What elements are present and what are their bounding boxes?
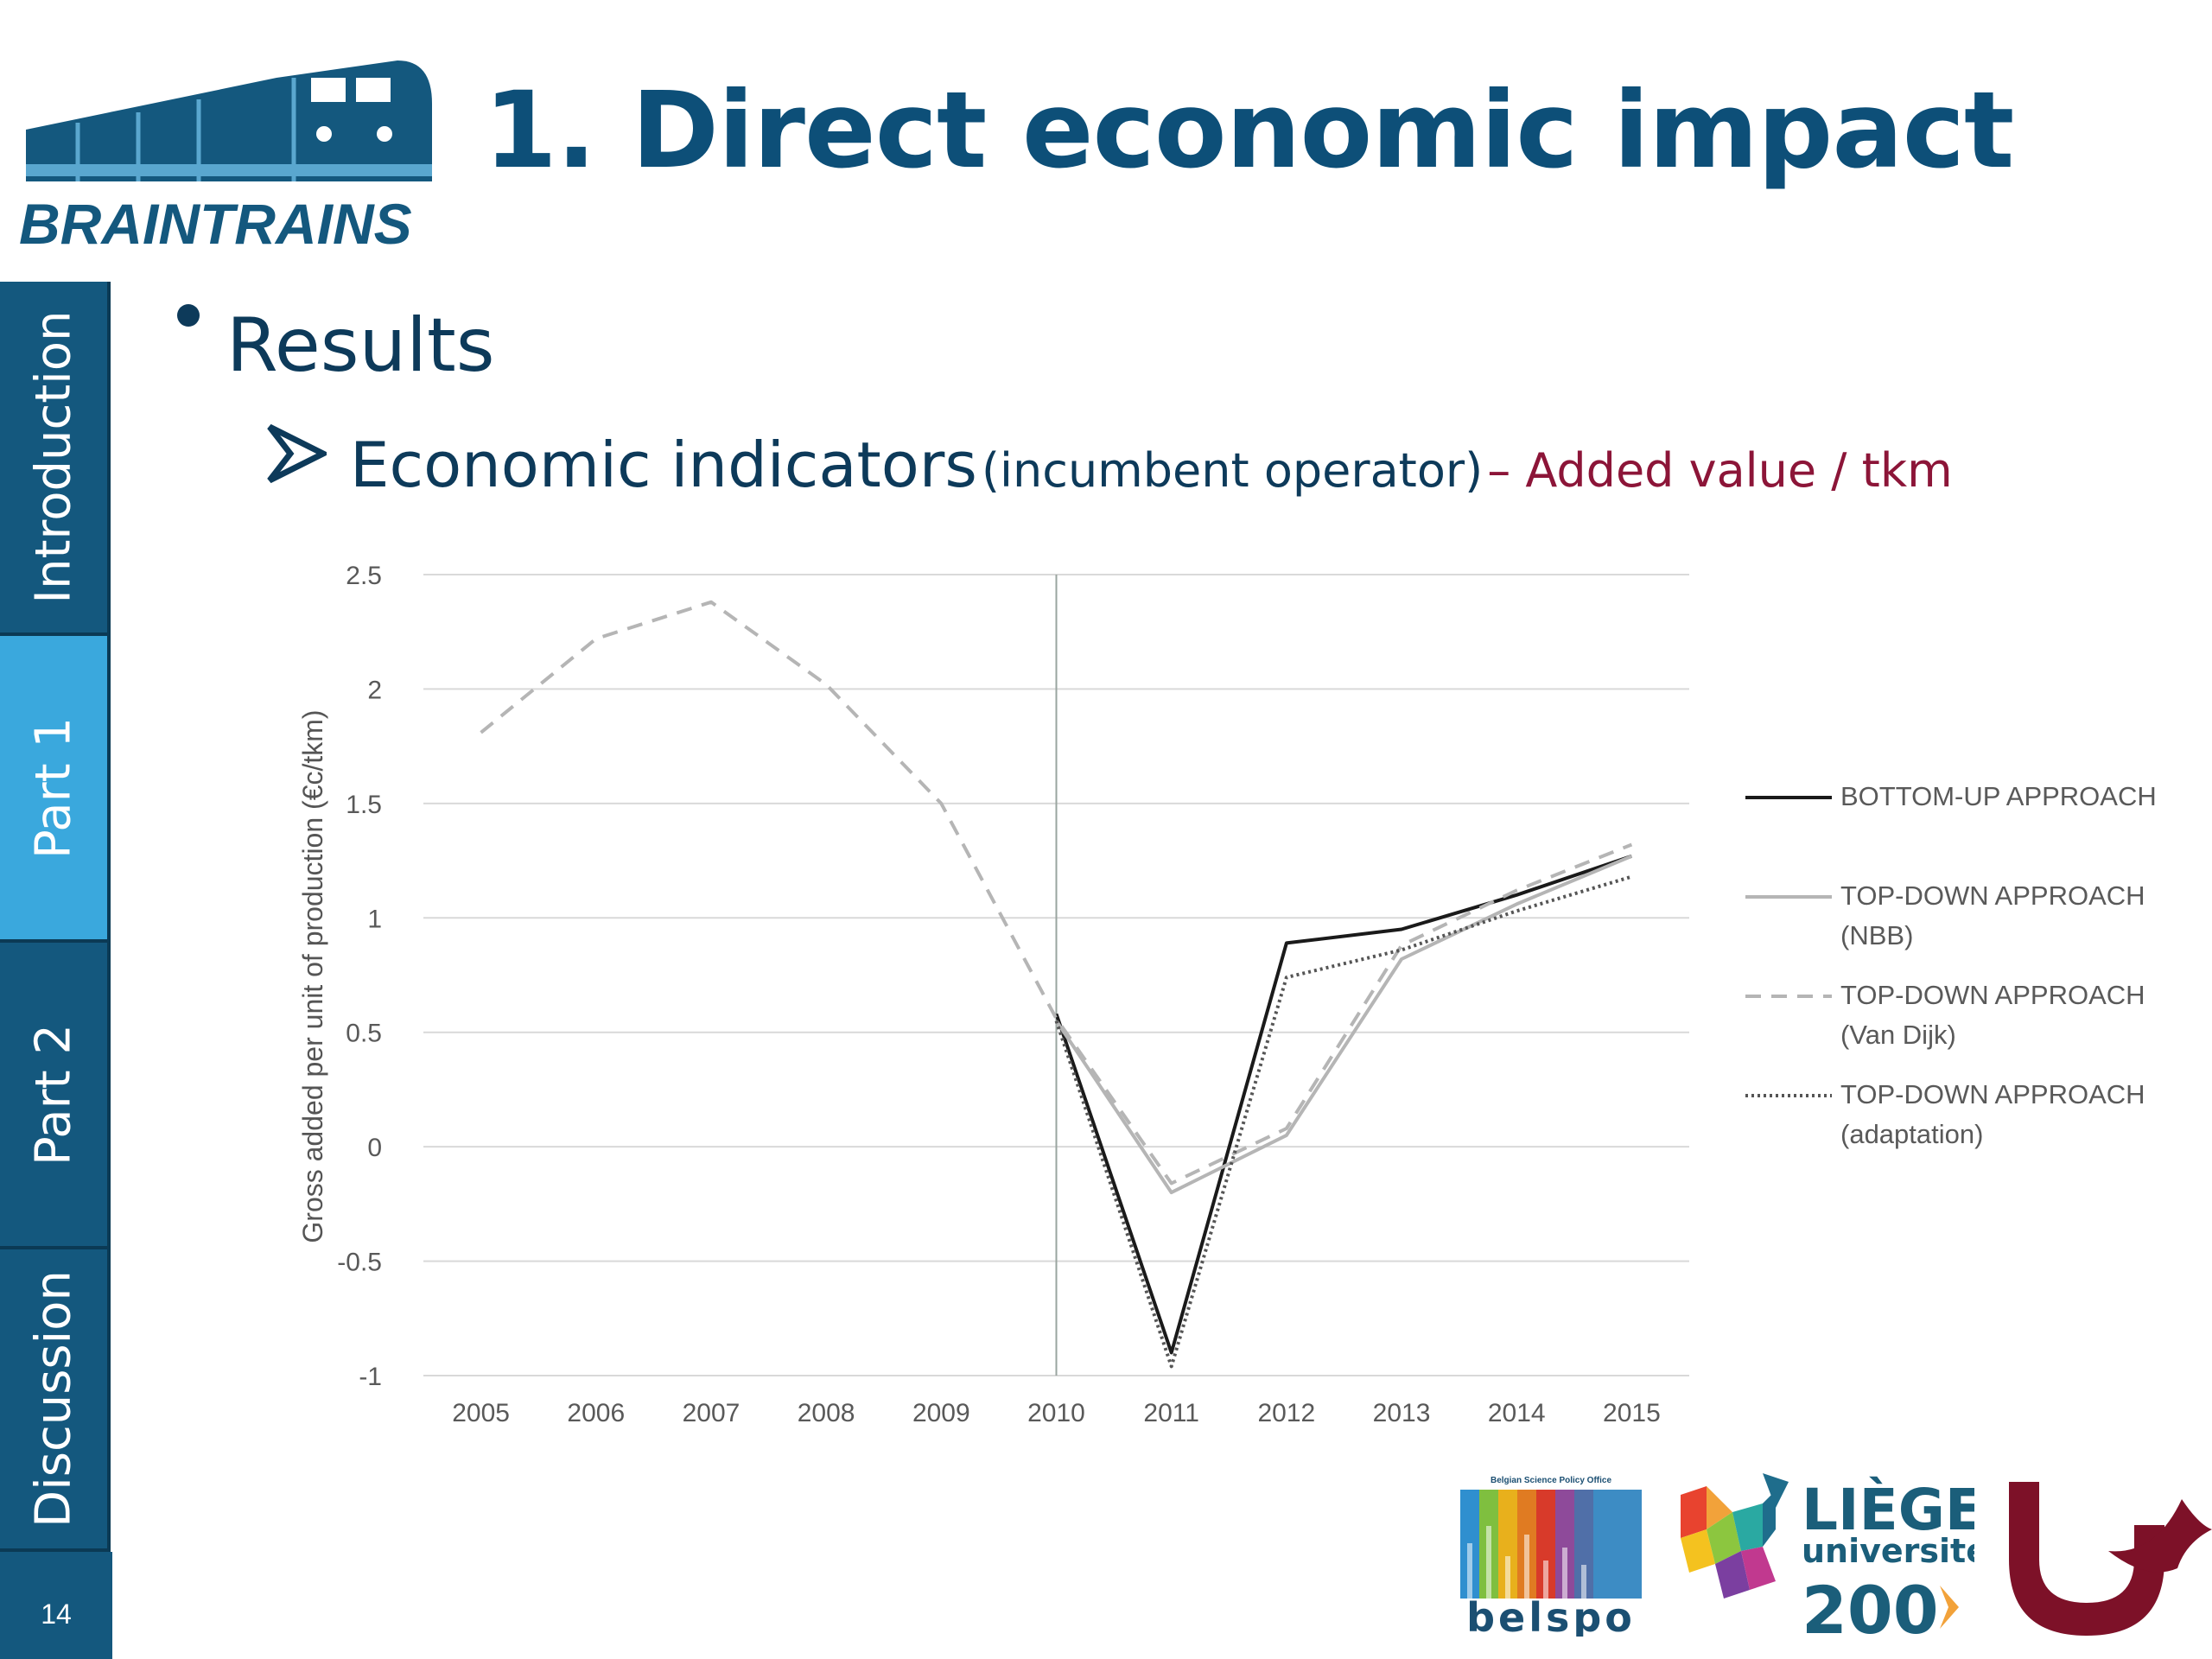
x-tick-label: 2007: [683, 1399, 741, 1427]
legend-label-4: TOP-DOWN APPROACH: [1840, 1079, 2145, 1109]
sidebar-nav: Introduction Part 1 Part 2 Discussion: [0, 282, 112, 1659]
legend-label-2: (NBB): [1840, 920, 1913, 950]
x-tick-label: 2008: [798, 1399, 855, 1427]
legend-label-2: TOP-DOWN APPROACH: [1840, 880, 2145, 911]
series-layer: [480, 600, 1633, 1369]
logo-text: BRAINTRAINS: [19, 192, 412, 251]
liege-universite-logo: LIÈGE université 200: [1681, 1473, 1974, 1642]
x-tick-label: 2012: [1257, 1399, 1315, 1427]
liege-name: LIÈGE: [1802, 1476, 1974, 1543]
belspo-name: belspo: [1466, 1594, 1636, 1637]
x-tick-label: 2010: [1027, 1399, 1085, 1427]
university-u-logo: [2009, 1482, 2212, 1636]
y-tick-labels: 2.5 2 1.5 1 0.5 0 -0.5 -1: [337, 562, 382, 1391]
legend-label-1: BOTTOM-UP APPROACH: [1840, 781, 2157, 811]
series-line-1: [1054, 854, 1633, 1355]
train-stripe: [26, 164, 432, 176]
liege-year: 200: [1802, 1572, 1939, 1642]
x-tick-label: 2011: [1143, 1399, 1199, 1427]
liege-mark-icon: [1681, 1473, 1789, 1599]
tab-part-1[interactable]: Part 1: [0, 636, 111, 943]
tab-discussion-label: Discussion: [25, 1270, 82, 1528]
tab-introduction[interactable]: Introduction: [0, 282, 111, 636]
tab-discussion[interactable]: Discussion: [0, 1249, 111, 1552]
y-tick-label: 0.5: [346, 1020, 382, 1048]
series-line-3: [480, 600, 1633, 1185]
series-line-2: [1054, 854, 1633, 1195]
liege-chevron-icon: [1940, 1586, 1959, 1629]
y-tick-label: 2.5: [346, 562, 382, 590]
page-number-box: [0, 1552, 112, 1659]
tab-part-2[interactable]: Part 2: [0, 943, 111, 1249]
arrow-bullet-icon: [267, 423, 327, 484]
x-tick-label: 2005: [452, 1399, 510, 1427]
belspo-caption: Belgian Science Policy Office: [1491, 1476, 1611, 1485]
sub-bullet-paren: (incumbent operator): [981, 443, 1484, 498]
legend-label-3: (Van Dijk): [1840, 1020, 1956, 1050]
x-tick-label: 2013: [1373, 1399, 1431, 1427]
x-tick-label: 2014: [1488, 1399, 1546, 1427]
liege-sub: université: [1802, 1532, 1974, 1570]
y-tick-label: 1.5: [346, 791, 382, 819]
y-tick-label: 0: [367, 1134, 382, 1162]
page-number: 14: [41, 1599, 72, 1630]
sub-bullet-main: Economic indicators: [350, 429, 977, 501]
sub-bullet-accent: – Added value / tkm: [1487, 443, 1953, 498]
tab-part-1-label: Part 1: [25, 716, 82, 859]
page-title: 1. Direct economic impact: [484, 69, 2014, 192]
bullet-results: Results: [226, 302, 495, 389]
line-chart: 2.521.510.50-0.5-1 2005 2006 2007 2008 2009 2…: [297, 562, 2157, 1427]
x-tick-label: 2009: [912, 1399, 970, 1427]
x-tick-labels: 2005 2006 2007 2008 2009 2010 2011 2012 2013 2014…: [452, 1399, 1661, 1427]
y-tick-label: 2: [367, 676, 382, 704]
series-line-4: [1054, 874, 1632, 1369]
legend-label-3: TOP-DOWN APPROACH: [1840, 980, 2145, 1010]
y-tick-label: -0.5: [337, 1249, 382, 1277]
tab-introduction-label: Introduction: [25, 310, 82, 604]
legend: BOTTOM-UP APPROACH TOP-DOWN APPROACH (NBB)…: [1745, 781, 2157, 1149]
x-tick-label: 2006: [567, 1399, 625, 1427]
x-tick-label: 2015: [1603, 1399, 1661, 1427]
bullet-dot: [177, 304, 200, 327]
belspo-logo: Belgian Science Policy Office belspo: [1460, 1476, 1642, 1637]
y-axis-label: Gross added per unit of production (€c/t…: [297, 709, 328, 1243]
braintrains-logo: BRAINTRAINS: [19, 60, 432, 251]
legend-label-4: (adaptation): [1840, 1119, 1983, 1149]
y-tick-label: 1: [367, 905, 382, 933]
sub-bullet: Economic indicators (incumbent operator)…: [350, 429, 1953, 501]
tab-part-2-label: Part 2: [25, 1023, 82, 1166]
y-tick-label: -1: [359, 1363, 382, 1391]
